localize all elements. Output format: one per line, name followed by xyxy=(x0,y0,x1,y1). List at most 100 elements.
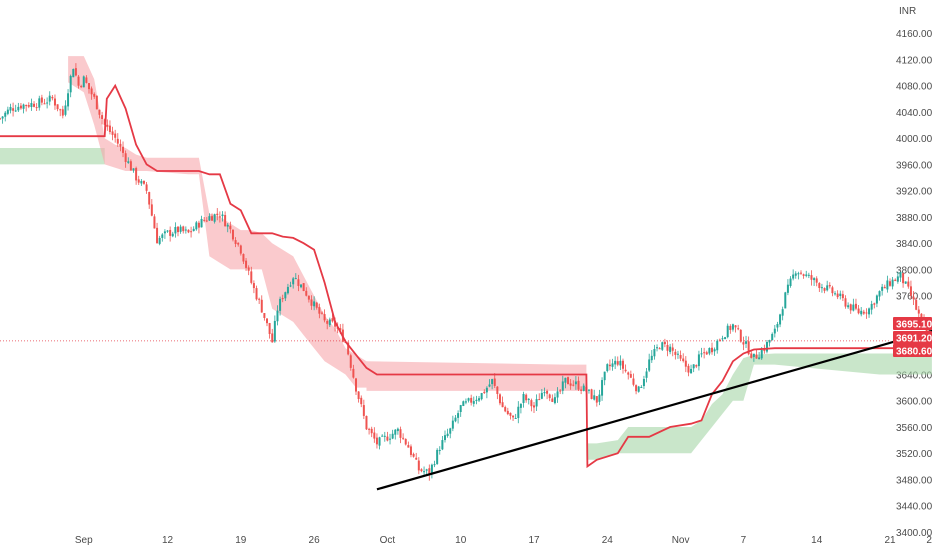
candle-body xyxy=(53,98,56,106)
candle-body xyxy=(444,435,446,441)
candle-body xyxy=(912,296,915,300)
candle-body xyxy=(781,309,784,316)
candle-body xyxy=(323,314,326,321)
candle-body xyxy=(266,318,268,324)
candle-body xyxy=(653,349,656,357)
candle-body xyxy=(318,307,321,314)
candle-body xyxy=(428,468,431,475)
candle-body xyxy=(854,303,857,309)
y-tick-label: 3880.00 xyxy=(896,213,932,224)
candle-body xyxy=(619,360,622,366)
candle-body xyxy=(608,364,611,367)
candle-body xyxy=(25,104,28,107)
candle-body xyxy=(72,68,75,78)
candle-body xyxy=(679,355,682,359)
x-tick-label: Sep xyxy=(75,535,93,546)
candle-body xyxy=(917,309,920,314)
candle-body xyxy=(718,339,721,341)
candle-body xyxy=(402,437,405,439)
candle-body xyxy=(6,109,9,114)
candle-body xyxy=(868,308,871,315)
candle-body xyxy=(813,278,816,281)
candle-body xyxy=(271,333,274,343)
candle-body xyxy=(302,283,305,292)
candle-body xyxy=(886,280,889,290)
candle-body xyxy=(226,224,229,227)
trendline[interactable] xyxy=(376,322,932,491)
candle-body xyxy=(865,312,868,314)
candle-body xyxy=(242,254,245,262)
candle-body xyxy=(721,338,724,340)
candle-body xyxy=(773,328,776,334)
candle-body xyxy=(739,329,742,342)
candle-body xyxy=(365,415,368,430)
candle-body xyxy=(713,349,716,352)
candle-body xyxy=(182,226,185,232)
candle-body xyxy=(135,167,138,181)
candle-body xyxy=(485,387,488,393)
candle-body xyxy=(857,308,860,314)
candle-body xyxy=(580,389,583,391)
candle-body xyxy=(349,355,352,368)
candle-body xyxy=(768,340,771,343)
price-badge-label: 3680.60 xyxy=(896,347,932,358)
candle-body xyxy=(451,420,454,429)
candle-body xyxy=(711,347,713,353)
candle-body xyxy=(433,464,436,466)
x-tick-label: 10 xyxy=(455,535,467,546)
candle-body xyxy=(551,398,554,402)
y-tick-label: 3600.00 xyxy=(896,397,932,408)
candle-body xyxy=(881,286,884,291)
candle-body xyxy=(247,267,250,271)
candle-body xyxy=(470,397,473,403)
candle-body xyxy=(383,435,386,437)
candle-body xyxy=(40,97,43,103)
support-band xyxy=(0,148,105,165)
candle-body xyxy=(187,229,190,233)
candle-body xyxy=(650,355,653,361)
candle-body xyxy=(430,464,433,474)
candle-body xyxy=(692,364,695,369)
x-tick-label: Oct xyxy=(380,535,396,546)
candle-body xyxy=(64,105,67,115)
candle-body xyxy=(425,469,428,471)
resistance-band xyxy=(68,56,367,388)
x-tick-label: Nov xyxy=(672,535,690,546)
candle-body xyxy=(378,437,381,446)
candle-body xyxy=(156,227,159,244)
candle-body xyxy=(582,385,585,391)
y-tick-label: 3640.00 xyxy=(896,370,932,381)
candle-body xyxy=(697,354,700,367)
candle-body xyxy=(763,348,766,352)
price-badge xyxy=(893,317,932,330)
candle-body xyxy=(849,304,852,311)
y-tick-label: 4160.00 xyxy=(896,29,932,40)
y-tick-label: 3440.00 xyxy=(896,502,932,513)
y-tick-label: 3840.00 xyxy=(896,239,932,250)
candle-body xyxy=(611,363,614,367)
candle-body xyxy=(457,413,460,418)
candle-body xyxy=(368,428,371,430)
candle-body xyxy=(572,384,575,386)
candle-body xyxy=(27,105,30,107)
candle-body xyxy=(279,298,282,311)
candle-body xyxy=(771,333,774,341)
candle-body xyxy=(504,407,507,412)
candle-body xyxy=(820,287,823,289)
candle-body xyxy=(142,180,145,184)
candle-body xyxy=(669,346,672,353)
candle-body xyxy=(449,428,452,434)
candle-body xyxy=(0,118,1,120)
candle-body xyxy=(902,273,905,284)
candle-body xyxy=(538,399,541,401)
candle-body xyxy=(273,320,276,342)
candle-body xyxy=(553,397,556,404)
candle-body xyxy=(569,383,572,386)
candle-body xyxy=(326,321,329,324)
candle-body xyxy=(844,298,847,307)
candle-body xyxy=(559,390,562,392)
candle-body xyxy=(512,415,515,418)
candle-body xyxy=(46,102,49,104)
candle-body xyxy=(776,324,779,328)
